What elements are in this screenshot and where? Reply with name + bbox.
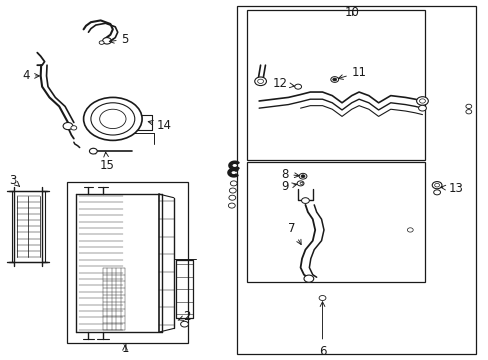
Bar [237, 6, 475, 354]
Circle shape [304, 275, 313, 282]
Text: 12: 12 [272, 77, 294, 90]
Text: 7: 7 [287, 222, 301, 244]
Circle shape [434, 183, 439, 187]
Circle shape [419, 99, 425, 103]
Text: 8: 8 [281, 167, 299, 181]
Circle shape [102, 37, 111, 44]
Text: 13: 13 [440, 182, 462, 195]
Circle shape [99, 41, 104, 44]
Circle shape [433, 190, 440, 195]
Wedge shape [228, 161, 239, 170]
Circle shape [300, 182, 303, 184]
Circle shape [416, 97, 427, 105]
Circle shape [301, 198, 309, 203]
Text: 1: 1 [121, 342, 128, 355]
Text: 10: 10 [344, 6, 359, 19]
Circle shape [431, 181, 441, 189]
Circle shape [63, 122, 73, 130]
Circle shape [71, 126, 77, 130]
Circle shape [180, 321, 188, 327]
Text: 6: 6 [318, 302, 325, 357]
Text: 15: 15 [100, 152, 114, 172]
Circle shape [100, 109, 126, 129]
Bar [246, 162, 424, 282]
Circle shape [89, 148, 97, 154]
Bar [66, 181, 188, 343]
Circle shape [418, 105, 426, 111]
Circle shape [83, 98, 142, 140]
Circle shape [254, 77, 266, 86]
Circle shape [299, 174, 306, 179]
Text: 11: 11 [338, 66, 366, 80]
Text: 14: 14 [148, 119, 171, 132]
Text: 4: 4 [22, 69, 39, 82]
Wedge shape [227, 168, 238, 177]
Text: 9: 9 [280, 180, 296, 193]
Text: 2: 2 [178, 310, 191, 323]
Circle shape [294, 84, 301, 89]
Circle shape [301, 175, 305, 177]
Text: 5: 5 [109, 33, 129, 46]
Circle shape [297, 181, 304, 186]
Text: 3: 3 [9, 174, 20, 187]
Circle shape [330, 77, 338, 82]
Circle shape [257, 79, 263, 84]
Bar [246, 10, 424, 160]
Circle shape [332, 78, 336, 81]
Circle shape [91, 103, 135, 135]
